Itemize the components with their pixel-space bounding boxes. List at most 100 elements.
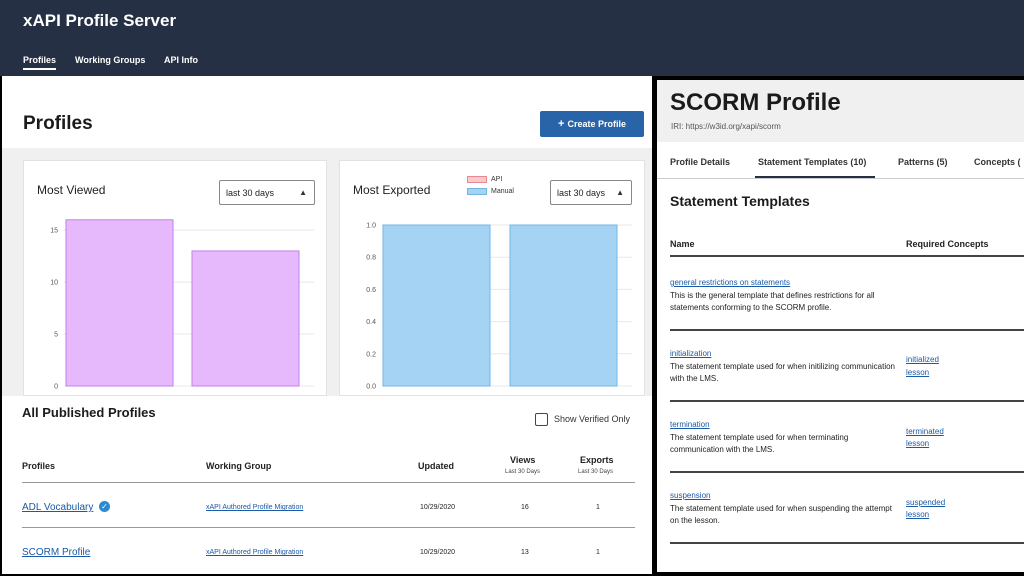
- updated-date: 10/29/2020: [420, 549, 456, 556]
- updated-date: 10/29/2020: [420, 504, 456, 511]
- create-profile-button[interactable]: + Create Profile: [540, 111, 644, 137]
- y-tick-label: 0: [54, 384, 58, 391]
- template-link-general-restrictions[interactable]: general restrictions on statements: [670, 278, 791, 287]
- y-tick-label: 0.0: [366, 384, 376, 391]
- published-profiles-section: All Published Profiles Show Verified Onl…: [2, 396, 652, 574]
- concept-link-terminated[interactable]: terminated: [906, 427, 944, 436]
- table-header-divider: [22, 482, 635, 483]
- concept-link-lesson[interactable]: lesson: [906, 510, 930, 519]
- y-tick-label: 1.0: [366, 223, 376, 230]
- y-tick-label: 0.4: [366, 319, 376, 326]
- nav-tab-profiles[interactable]: Profiles: [23, 55, 57, 70]
- nav-tab-working-groups[interactable]: Working Groups: [75, 55, 146, 65]
- col-header-exports-sub: Last 30 Days: [578, 469, 614, 475]
- most-exported-card: Most Exported API Manual last 30 days ▲︎…: [339, 160, 645, 396]
- chart-bar: [509, 224, 618, 387]
- active-tab-indicator: [755, 176, 875, 178]
- template-description: This is the general template that define…: [670, 291, 875, 312]
- y-tick-label: 10: [50, 280, 58, 287]
- most-viewed-card: Most Viewed last 30 days ▲︎ 0 5 10 15: [23, 160, 327, 396]
- profile-header: SCORM Profile IRI: https://w3id.org/xapi…: [657, 80, 1024, 142]
- profile-link-scorm-profile[interactable]: SCORM Profile: [22, 547, 91, 558]
- most-viewed-range-select[interactable]: last 30 days ▲︎: [219, 180, 315, 205]
- most-viewed-chart: 0 5 10 15: [50, 219, 314, 391]
- col-header-name: Name: [670, 239, 695, 249]
- create-profile-label: Create Profile: [567, 119, 626, 129]
- tab-statement-templates[interactable]: Statement Templates (10): [758, 157, 867, 167]
- most-exported-chart: 0.0 0.2 0.4 0.6 0.8 1.0: [366, 223, 632, 391]
- concept-link-suspended[interactable]: suspended: [906, 498, 946, 507]
- y-tick-label: 0.2: [366, 351, 376, 358]
- concept-link-initialized[interactable]: initialized: [906, 355, 939, 364]
- concept-link-lesson[interactable]: lesson: [906, 368, 930, 377]
- y-tick-label: 15: [50, 228, 58, 235]
- col-header-updated: Updated: [418, 461, 454, 471]
- plus-icon: +: [558, 118, 565, 130]
- sort-caret-icon: ▲︎: [616, 188, 624, 197]
- profiles-page: Profiles + Create Profile Most Viewed la…: [2, 76, 652, 574]
- scorm-profile-panel: SCORM Profile IRI: https://w3id.org/xapi…: [657, 80, 1024, 572]
- col-header-views-sub: Last 30 Days: [505, 469, 541, 475]
- most-exported-title: Most Exported: [353, 183, 431, 197]
- row-divider: [670, 329, 1024, 331]
- show-verified-checkbox[interactable]: [535, 413, 548, 426]
- template-link-termination[interactable]: termination: [670, 420, 710, 429]
- row-divider: [670, 542, 1024, 544]
- sort-caret-icon: ▲︎: [299, 188, 307, 197]
- profile-link-adl-vocabulary[interactable]: ADL Vocabulary: [22, 502, 94, 513]
- profiles-header: Profiles + Create Profile: [2, 76, 652, 148]
- most-viewed-title: Most Viewed: [37, 183, 106, 197]
- working-group-link[interactable]: xAPI Authored Profile Migration: [206, 549, 304, 556]
- exports-count: 1: [596, 504, 600, 511]
- table-header-divider: [670, 255, 1024, 257]
- legend-item-manual: Manual: [467, 188, 514, 195]
- col-header-profiles: Profiles: [22, 461, 56, 471]
- col-header-working-group: Working Group: [206, 461, 272, 471]
- tab-concepts[interactable]: Concepts (: [974, 157, 1021, 167]
- app-title: xAPI Profile Server: [23, 11, 177, 30]
- views-count: 16: [521, 504, 529, 511]
- template-description: The statement template used for when ini…: [670, 362, 895, 383]
- y-tick-label: 5: [54, 332, 58, 339]
- row-divider: [670, 400, 1024, 402]
- tab-profile-details[interactable]: Profile Details: [670, 157, 731, 167]
- tabs-divider: [657, 178, 1024, 179]
- most-viewed-range-value: last 30 days: [226, 187, 275, 198]
- page-title: Profiles: [23, 113, 93, 134]
- chart-bar: [191, 250, 300, 387]
- row-divider: [22, 527, 635, 528]
- most-exported-range-value: last 30 days: [557, 187, 606, 198]
- y-tick-label: 0.6: [366, 287, 376, 294]
- views-count: 13: [521, 549, 529, 556]
- legend-swatch-api: [467, 176, 487, 183]
- section-title: Statement Templates: [670, 193, 810, 209]
- row-divider: [670, 471, 1024, 473]
- legend-label-manual: Manual: [491, 188, 514, 195]
- concept-link-lesson[interactable]: lesson: [906, 439, 930, 448]
- nav-tab-api-info[interactable]: API Info: [164, 55, 198, 65]
- published-profiles-title: All Published Profiles: [22, 405, 156, 420]
- charts-area: Most Viewed last 30 days ▲︎ 0 5 10 15 Most …: [2, 148, 652, 396]
- template-description: The statement template used for when ter…: [670, 433, 849, 454]
- profile-title: SCORM Profile: [670, 89, 841, 116]
- profile-iri: IRI: https://w3id.org/xapi/scorm: [671, 122, 781, 131]
- col-header-exports: Exports: [580, 455, 614, 465]
- most-exported-range-select[interactable]: last 30 days ▲︎: [550, 180, 632, 205]
- app-header: xAPI Profile Server Profiles Working Gro…: [0, 0, 1024, 76]
- exports-count: 1: [596, 549, 600, 556]
- template-link-suspension[interactable]: suspension: [670, 491, 711, 500]
- legend-swatch-manual: [467, 188, 487, 195]
- chart-bar: [382, 224, 491, 387]
- verified-check-icon: ✓: [99, 501, 110, 512]
- template-description: The statement template used for when sus…: [670, 504, 892, 525]
- col-header-required-concepts: Required Concepts: [906, 239, 989, 249]
- y-tick-label: 0.8: [366, 255, 376, 262]
- chart-bar: [65, 219, 174, 387]
- tab-patterns[interactable]: Patterns (5): [898, 157, 948, 167]
- template-link-initialization[interactable]: initialization: [670, 349, 712, 358]
- col-header-views: Views: [510, 455, 536, 465]
- legend-item-api: API: [467, 176, 502, 183]
- working-group-link[interactable]: xAPI Authored Profile Migration: [206, 504, 304, 511]
- show-verified-label: Show Verified Only: [554, 414, 631, 424]
